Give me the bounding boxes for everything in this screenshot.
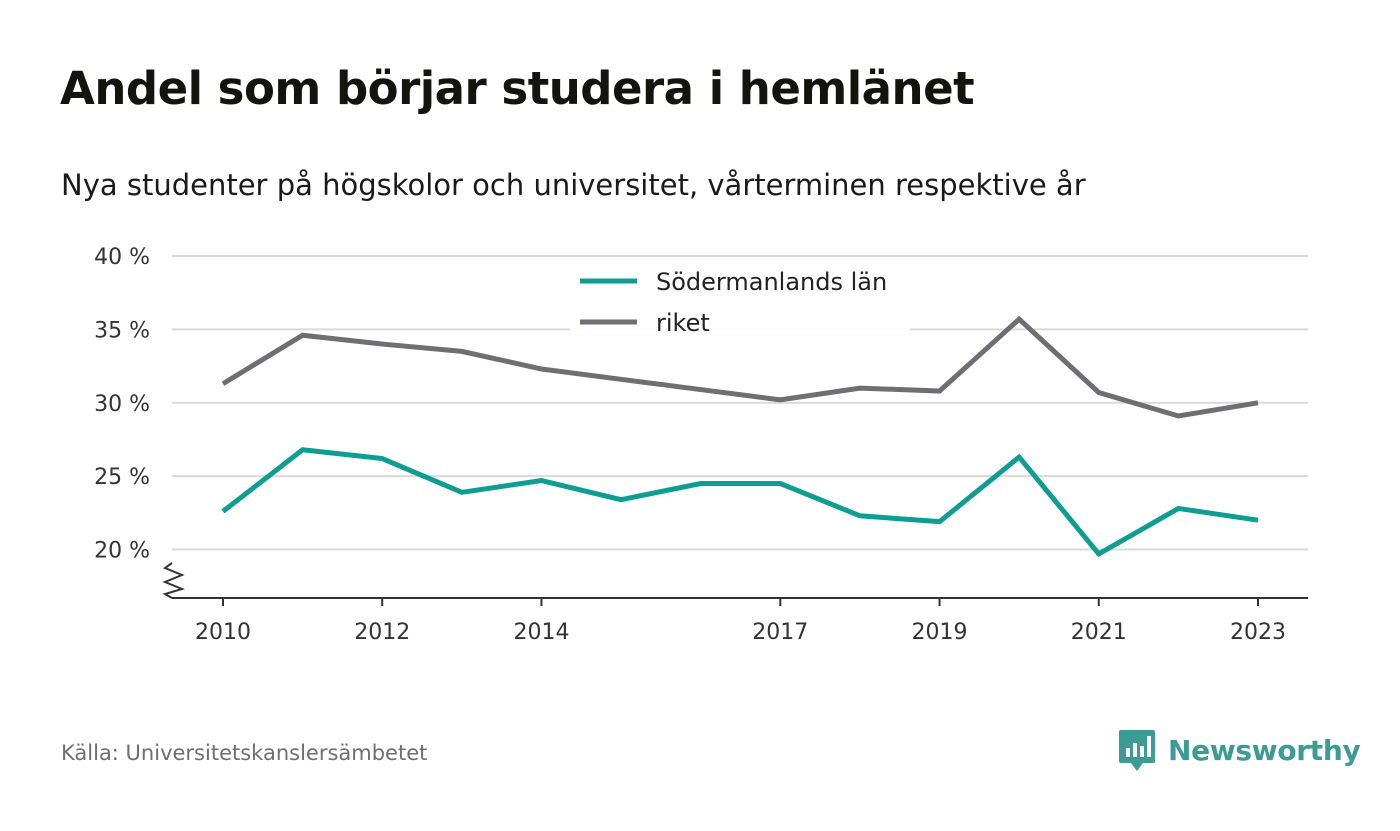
legend-box	[570, 262, 910, 338]
x-tick-label: 2014	[513, 620, 569, 645]
series-line-1	[221, 315, 1259, 419]
y-tick-label: 20 %	[94, 539, 150, 564]
y-tick-label: 30 %	[94, 392, 150, 417]
bar-chart-speech-bubble-icon	[1119, 730, 1155, 771]
chart-title: Andel som börjar studera i hemlänet	[60, 62, 975, 115]
legend-label: riket	[656, 309, 710, 337]
brand-logo: Newsworthy	[1118, 728, 1361, 772]
y-tick-label: 40 %	[94, 245, 150, 270]
x-tick-label: 2012	[354, 620, 410, 645]
y-tick-label: 25 %	[94, 465, 150, 490]
brand-name: Newsworthy	[1168, 733, 1361, 767]
legend-label: Södermanlands län	[656, 268, 887, 296]
source-note: Källa: Universitetskanslersämbetet	[61, 741, 428, 765]
x-tick-label: 2017	[752, 620, 808, 645]
x-tick-label: 2023	[1230, 620, 1286, 645]
chart-subtitle: Nya studenter på högskolor och universit…	[61, 168, 1086, 202]
x-tick-label: 2019	[912, 620, 968, 645]
y-tick-label: 35 %	[94, 318, 150, 343]
x-tick-label: 2010	[195, 620, 251, 645]
series-line-0	[221, 447, 1259, 558]
zigzag-break-icon	[162, 562, 186, 599]
x-tick-label: 2021	[1071, 620, 1127, 645]
line-chart: 20 % 25 % 30 % 35 % 40 % 2010 2012 2014 2017 2019…	[94, 245, 1308, 645]
